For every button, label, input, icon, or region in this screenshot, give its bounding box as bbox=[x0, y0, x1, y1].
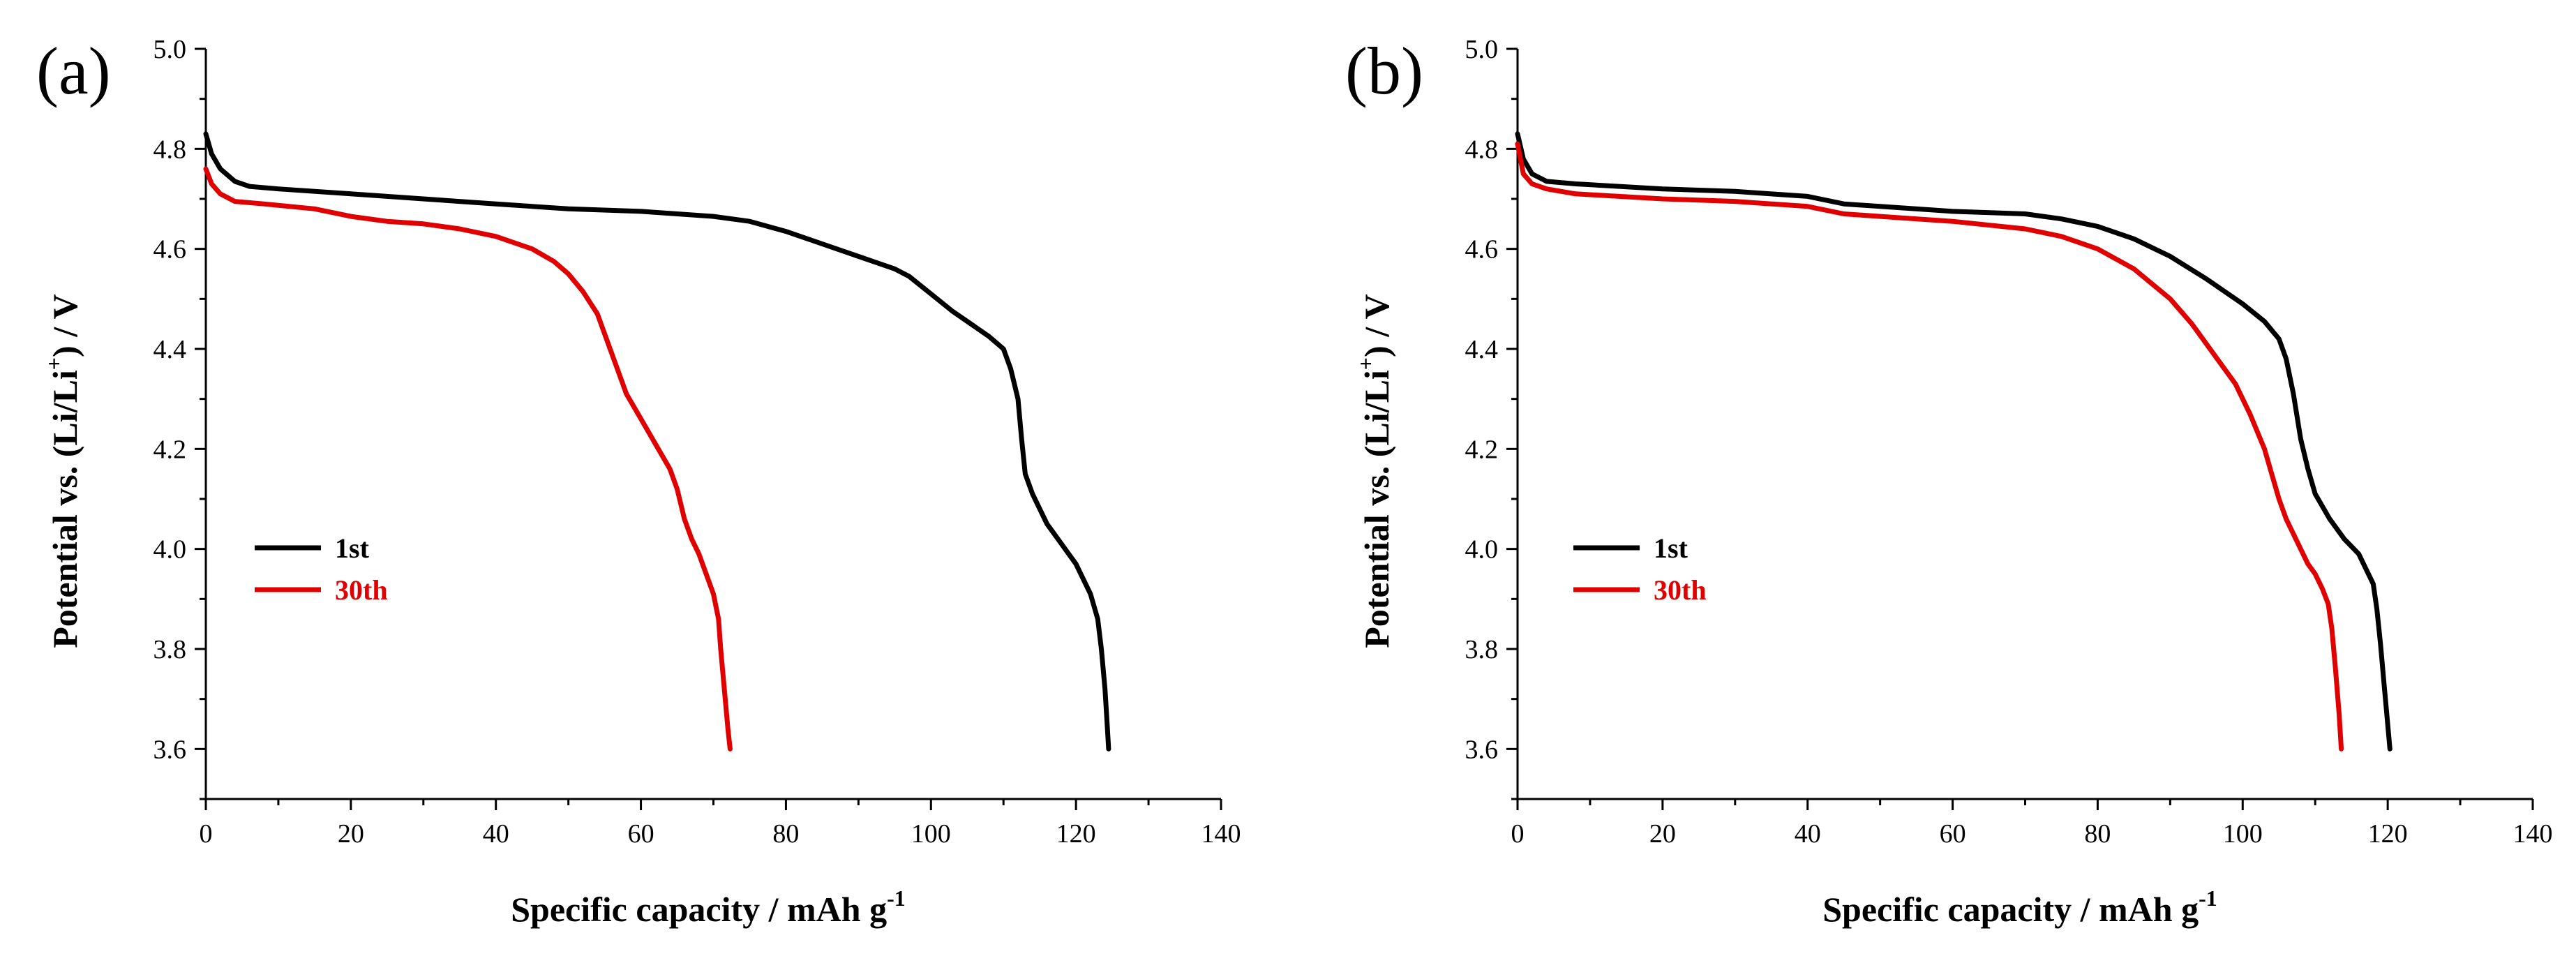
x-tick-label: 0 bbox=[200, 819, 213, 849]
y-tick-label: 4.2 bbox=[153, 435, 187, 464]
y-tick-label: 4.8 bbox=[1465, 135, 1499, 164]
svg-text:Potential vs. (Li/Li+) / V: Potential vs. (Li/Li+) / V bbox=[41, 294, 84, 648]
legend-label-30th: 30th bbox=[335, 574, 388, 606]
x-axis-title-sup-a: -1 bbox=[887, 886, 906, 911]
x-tick-label: 120 bbox=[1056, 819, 1096, 849]
y-axis-title-b: Potential vs. (Li/Li+) / V bbox=[1353, 294, 1396, 648]
panel-label-b: (b) bbox=[1345, 33, 1423, 108]
x-tick-label: 140 bbox=[1201, 819, 1241, 849]
x-tick-label: 0 bbox=[1511, 819, 1525, 849]
y-tick-label: 3.8 bbox=[153, 635, 187, 664]
y-tick-label: 5.0 bbox=[1465, 35, 1499, 64]
y-tick-label: 4.0 bbox=[153, 535, 187, 565]
plot-area-a: 0 20 40 60 80 100 120 140 3.6 3.8 4.0 4.2 4.4 4.6 4.8 5… bbox=[153, 35, 1241, 849]
x-tick-label: 100 bbox=[911, 819, 951, 849]
y-tick-label: 3.6 bbox=[1465, 735, 1499, 764]
y-axis-title-sup-a: + bbox=[41, 357, 66, 370]
x-tick-label: 40 bbox=[1795, 819, 1821, 849]
svg-text:Potential vs. (Li/Li+) / V: Potential vs. (Li/Li+) / V bbox=[1353, 294, 1396, 648]
x-tick-label: 140 bbox=[2513, 819, 2553, 849]
legend-label-1st: 1st bbox=[1654, 532, 1688, 564]
y-tick-label: 3.8 bbox=[1465, 635, 1499, 664]
y-tick-label: 5.0 bbox=[153, 35, 187, 64]
legend-label-30th: 30th bbox=[1654, 574, 1707, 606]
x-axis-title-a: Specific capacity / mAh g-1 bbox=[511, 886, 905, 929]
y-axis-title-sup-b: + bbox=[1353, 357, 1378, 370]
panel-b: (b) Potential vs. (Li/Li+) / V Specific … bbox=[1345, 33, 2553, 929]
y-axis-title-suffix-b: ) / V bbox=[1357, 294, 1396, 357]
legend-label-1st: 1st bbox=[335, 532, 370, 564]
y-tick-label: 4.2 bbox=[1465, 435, 1499, 464]
x-axis-title-text-b: Specific capacity / mAh g bbox=[1822, 890, 2199, 929]
y-tick-label: 4.6 bbox=[1465, 235, 1499, 264]
x-tick-label: 20 bbox=[1649, 819, 1676, 849]
x-tick-label: 40 bbox=[483, 819, 509, 849]
x-axis-title-sup-b: -1 bbox=[2199, 886, 2217, 911]
y-axis-title-suffix-a: ) / V bbox=[45, 294, 84, 357]
x-axis-title-text-a: Specific capacity / mAh g bbox=[511, 890, 887, 929]
x-tick-label: 80 bbox=[772, 819, 799, 849]
panel-a: (a) Potential vs. (Li/Li+) / V Specific … bbox=[36, 33, 1241, 929]
x-tick-label: 60 bbox=[628, 819, 654, 849]
x-tick-label: 20 bbox=[338, 819, 364, 849]
series-line-1st bbox=[203, 131, 1111, 752]
y-axis-title-text-a: Potential vs. (Li/Li bbox=[45, 370, 84, 648]
y-tick-label: 4.0 bbox=[1465, 535, 1499, 565]
y-axis-title-text-b: Potential vs. (Li/Li bbox=[1357, 370, 1396, 648]
y-tick-label: 4.4 bbox=[1465, 335, 1499, 364]
x-axis-title-b: Specific capacity / mAh g-1 bbox=[1822, 886, 2217, 929]
y-tick-label: 4.4 bbox=[153, 335, 187, 364]
x-tick-label: 80 bbox=[2084, 819, 2111, 849]
y-tick-label: 3.6 bbox=[153, 735, 187, 764]
y-tick-label: 4.6 bbox=[153, 235, 187, 264]
x-tick-label: 120 bbox=[2368, 819, 2408, 849]
series-line-30th bbox=[1515, 141, 2344, 752]
y-axis-title-a: Potential vs. (Li/Li+) / V bbox=[41, 294, 84, 648]
series-line-30th bbox=[203, 166, 733, 752]
plot-area-b: 0 20 40 60 80 100 120 140 3.6 3.8 4.0 4.2 4.4 4.6 4.8 5… bbox=[1465, 35, 2553, 849]
x-tick-label: 60 bbox=[1940, 819, 1966, 849]
y-tick-label: 4.8 bbox=[153, 135, 187, 164]
panel-label-a: (a) bbox=[36, 33, 111, 108]
x-tick-label: 100 bbox=[2223, 819, 2263, 849]
series-line-1st bbox=[1515, 131, 2392, 752]
